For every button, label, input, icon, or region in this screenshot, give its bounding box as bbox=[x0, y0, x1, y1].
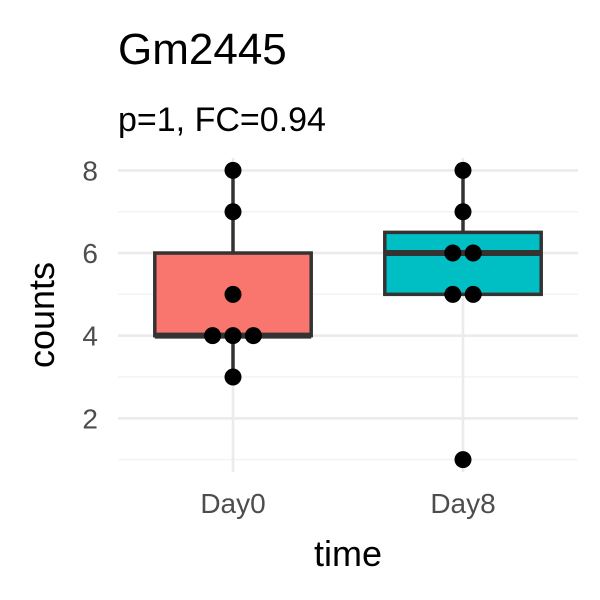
y-tick-label: 8 bbox=[82, 155, 98, 186]
data-point bbox=[454, 203, 472, 221]
data-point bbox=[244, 327, 262, 345]
data-point bbox=[444, 285, 462, 303]
data-point bbox=[224, 368, 242, 386]
x-tick-labels: Day0 Day8 bbox=[200, 488, 495, 519]
x-tick-label: Day0 bbox=[200, 488, 265, 519]
data-point bbox=[454, 161, 472, 179]
data-point bbox=[454, 451, 472, 469]
data-point bbox=[204, 327, 222, 345]
chart-title: Gm2445 bbox=[118, 25, 287, 74]
data-point bbox=[224, 203, 242, 221]
y-tick-label: 6 bbox=[82, 238, 98, 269]
y-axis-title: counts bbox=[21, 262, 62, 368]
y-tick-label: 2 bbox=[82, 403, 98, 434]
data-points bbox=[204, 161, 482, 469]
y-tick-label: 4 bbox=[82, 321, 98, 352]
data-point bbox=[444, 244, 462, 262]
chart-subtitle: p=1, FC=0.94 bbox=[118, 101, 326, 139]
y-tick-labels: 2 4 6 8 bbox=[82, 155, 98, 434]
boxes bbox=[153, 170, 543, 377]
data-point bbox=[464, 244, 482, 262]
data-point bbox=[224, 327, 242, 345]
data-point bbox=[224, 161, 242, 179]
box-day8 bbox=[383, 230, 543, 297]
data-point bbox=[224, 285, 242, 303]
x-axis-title: time bbox=[314, 533, 382, 574]
x-tick-label: Day8 bbox=[430, 488, 495, 519]
data-point bbox=[464, 285, 482, 303]
